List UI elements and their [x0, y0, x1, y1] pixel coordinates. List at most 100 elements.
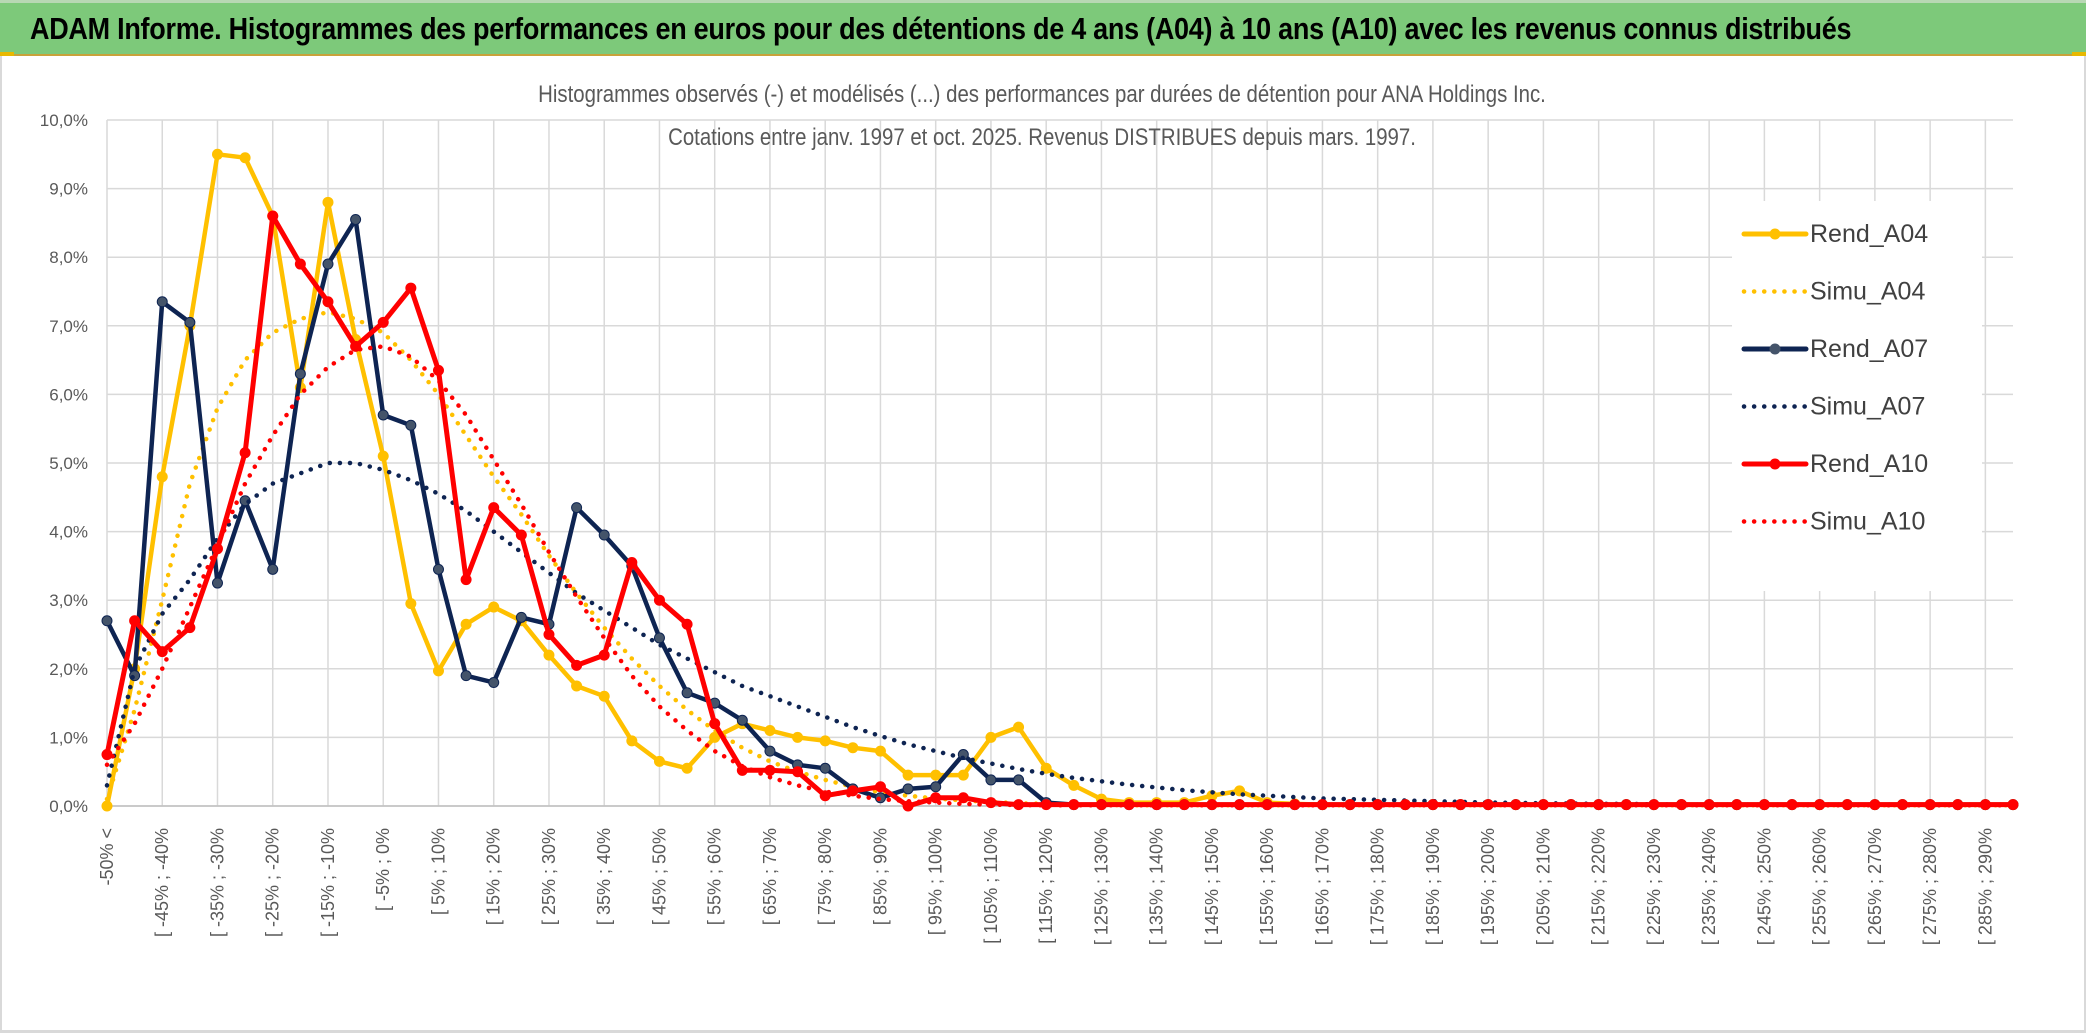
data-point-rend-a04 [322, 196, 334, 208]
x-tick-label: [ 265% ; 270% [1865, 828, 1885, 945]
data-point-rend-a07 [460, 670, 472, 682]
x-tick-label: [ 155% ; 160% [1257, 828, 1277, 945]
x-axis: -50% < [ -45% ; -40% [ -35% ; -30% [ -25% ;… [97, 828, 1995, 945]
x-tick-label: [ 245% ; 250% [1754, 828, 1774, 945]
data-point-rend-a10 [792, 766, 804, 778]
data-point-rend-a10 [709, 718, 721, 730]
data-point-rend-a07 [902, 783, 914, 795]
y-axis: 0,0% 1,0% 2,0% 3,0% 4,0% 5,0% 6,0% 7,0% 8,0% 9,0%… [40, 111, 88, 816]
grid-lines [106, 119, 2013, 807]
data-point-rend-a10 [267, 210, 279, 222]
data-point-rend-a04 [156, 471, 168, 483]
data-point-rend-a04 [847, 742, 859, 754]
y-tick-label: 3,0% [49, 591, 88, 610]
x-tick-label: [ 125% ; 130% [1091, 828, 1111, 945]
x-tick-label: [ 215% ; 220% [1589, 828, 1609, 945]
data-point-rend-a04 [211, 148, 223, 160]
performance-histogram-chart: Histogrammes observés (-) et modélisés (… [40, 80, 2019, 945]
x-tick-label: -50% < [97, 828, 117, 886]
x-tick-label: [ 45% ; 50% [649, 828, 669, 925]
y-tick-label: 0,0% [49, 797, 88, 816]
data-point-rend-a04 [377, 450, 389, 462]
data-point-rend-a10 [874, 781, 886, 793]
x-tick-label: [ 65% ; 70% [760, 828, 780, 925]
y-tick-label: 5,0% [49, 454, 88, 473]
data-point-rend-a04 [764, 725, 776, 737]
data-point-rend-a10 [460, 574, 472, 586]
data-point-rend-a10 [847, 785, 859, 797]
data-point-rend-a10 [156, 646, 168, 658]
y-tick-label: 7,0% [49, 317, 88, 336]
y-tick-label: 9,0% [49, 180, 88, 199]
data-point-rend-a04 [626, 735, 638, 747]
x-tick-label: [ 275% ; 280% [1920, 828, 1940, 945]
report-header: ADAM Informe. Histogrammes des performan… [0, 0, 2086, 56]
x-tick-label: [ 235% ; 240% [1699, 828, 1719, 945]
data-point-rend-a07 [267, 563, 279, 575]
data-point-rend-a10 [405, 282, 417, 294]
data-point-rend-a10 [681, 618, 693, 630]
data-point-rend-a07 [488, 677, 500, 689]
left-accent-bar [0, 52, 14, 56]
x-tick-label: [ 15% ; 20% [484, 828, 504, 925]
data-point-rend-a04 [930, 769, 942, 781]
data-point-rend-a07 [764, 745, 776, 757]
y-tick-label: 10,0% [40, 111, 88, 130]
x-tick-label: [ 205% ; 210% [1533, 828, 1553, 945]
data-point-rend-a04 [819, 735, 831, 747]
data-point-rend-a10 [515, 529, 527, 541]
x-tick-label: [ -15% ; -10% [318, 828, 338, 937]
legend-label-simu-a10: Simu_A10 [1810, 508, 1925, 536]
data-point-rend-a04 [653, 755, 665, 767]
data-point-rend-a10 [543, 629, 555, 640]
series-line-simu-a10 [104, 344, 2016, 808]
x-tick-label: [ 75% ; 80% [815, 828, 835, 925]
data-point-rend-a04 [543, 649, 555, 661]
y-tick-label: 1,0% [49, 728, 88, 747]
legend-label-simu-a04: Simu_A04 [1810, 278, 1925, 306]
x-tick-label: [ 115% ; 120% [1036, 828, 1056, 944]
data-point-rend-a10 [488, 502, 500, 514]
legend-marker-rend-a04 [1769, 228, 1781, 240]
legend-marker-rend-a07 [1769, 343, 1781, 355]
data-point-rend-a07 [405, 419, 417, 431]
x-tick-label: [ 105% ; 110% [981, 828, 1001, 944]
x-tick-label: [ 165% ; 170% [1312, 828, 1332, 945]
data-point-rend-a04 [598, 690, 610, 702]
data-point-rend-a10 [432, 364, 444, 376]
legend: Rend_A04 Simu_A04 Rend_A07 Simu_A07 Rend_A10… [1732, 201, 1982, 591]
data-point-rend-a10 [377, 316, 389, 328]
data-point-rend-a04 [957, 769, 969, 781]
data-point-rend-a04 [985, 731, 997, 743]
x-tick-label: [ 225% ; 230% [1644, 828, 1664, 945]
data-point-rend-a10 [598, 649, 610, 661]
data-point-rend-a07 [211, 577, 223, 589]
data-point-rend-a04 [239, 152, 251, 164]
data-point-rend-a04 [1040, 762, 1052, 774]
data-point-rend-a07 [653, 632, 665, 644]
data-point-rend-a04 [460, 618, 472, 630]
data-point-rend-a04 [101, 800, 113, 812]
x-tick-label: [ 185% ; 190% [1423, 828, 1443, 945]
x-tick-label: [ 55% ; 60% [705, 828, 725, 925]
x-tick-label: [ 135% ; 140% [1147, 828, 1167, 945]
data-point-rend-a10 [653, 594, 665, 606]
data-point-rend-a10 [626, 556, 638, 568]
data-point-rend-a07 [294, 368, 306, 380]
data-point-rend-a04 [432, 665, 444, 677]
x-tick-label: [ 175% ; 180% [1368, 828, 1388, 945]
right-accent-bar [2072, 52, 2086, 56]
data-point-rend-a07 [736, 714, 748, 726]
x-tick-label: [ 25% ; 30% [539, 828, 559, 925]
x-tick-label: [ -25% ; -20% [263, 828, 283, 937]
data-point-rend-a10 [571, 659, 583, 671]
data-point-rend-a10 [184, 622, 196, 634]
report-title: ADAM Informe. Histogrammes des performan… [30, 11, 1852, 46]
data-point-rend-a10 [294, 258, 306, 270]
data-point-rend-a10 [322, 296, 334, 308]
series-lines [101, 148, 2019, 812]
data-point-rend-a07 [101, 615, 113, 627]
data-point-rend-a07 [184, 316, 196, 328]
data-point-rend-a07 [377, 409, 389, 421]
chart-title: Histogrammes observés (-) et modélisés (… [538, 80, 1546, 107]
